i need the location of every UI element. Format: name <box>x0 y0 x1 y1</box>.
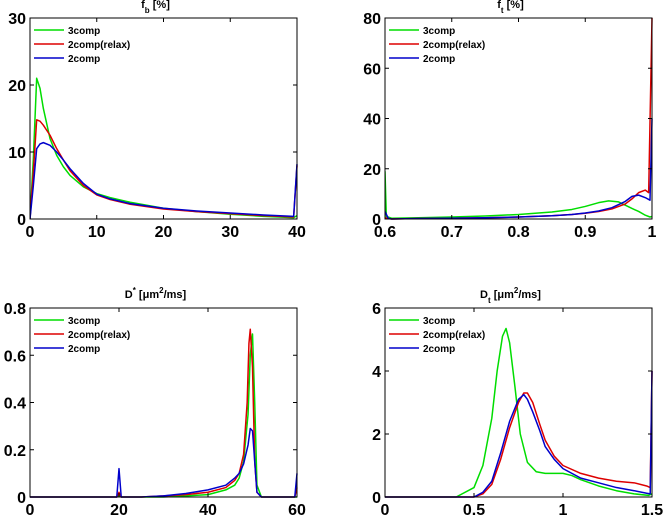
chart-panel-2: 0.6 0.7 0.8 0.9 1 0 20 40 60 80 ft [%] 3comp 2comp(r… <box>363 0 656 241</box>
chart-title: Dt [μm2/ms] <box>480 286 541 305</box>
x-tick-label: 0.5 <box>463 502 485 517</box>
y-tick-label: 40 <box>363 112 381 129</box>
series-line-3comp <box>385 327 653 498</box>
y-tick-label: 10 <box>8 145 26 162</box>
y-tick-label: 2 <box>372 427 381 444</box>
legend-label: 3comp <box>68 316 100 327</box>
y-tick-label: 20 <box>8 78 26 95</box>
series-line-2comp <box>30 141 298 220</box>
x-tick-label: 20 <box>110 502 128 517</box>
y-tick-label: 0.2 <box>4 443 26 460</box>
legend-label: 2comp <box>423 54 455 65</box>
legend-label: 3comp <box>423 26 455 37</box>
axes-frame <box>384 307 653 498</box>
x-tick-label: 0.9 <box>574 224 596 241</box>
chart-title: D* [μm2/ms] <box>125 286 187 301</box>
series-line-3comp <box>30 333 297 498</box>
y-tick-label: 80 <box>363 11 381 28</box>
chart-title: ft [%] <box>497 0 524 15</box>
x-tick-label: 20 <box>155 224 173 241</box>
x-tick-label: 0.8 <box>507 224 529 241</box>
y-tick-label: 6 <box>372 301 381 318</box>
legend-label: 2comp <box>68 344 100 355</box>
x-tick-label: 40 <box>288 224 306 241</box>
series-line-2comp-relax- <box>385 370 653 498</box>
legend-label: 2comp(relax) <box>423 40 485 51</box>
legend-label: 3comp <box>68 26 100 37</box>
legend-label: 2comp <box>423 344 455 355</box>
series-line-3comp <box>30 77 298 220</box>
x-tick-label: 0.6 <box>374 224 396 241</box>
series-line-2comp <box>385 118 653 220</box>
x-tick-label: 0.7 <box>441 224 463 241</box>
y-tick-label: 20 <box>363 162 381 179</box>
legend-label: 2comp(relax) <box>68 330 130 341</box>
x-tick-label: 0 <box>26 224 35 241</box>
chart-panel-3: 0 20 40 60 0 0.2 0.4 0.6 0.8 D* [μm2/ms] 3comp 2com… <box>4 286 306 517</box>
y-tick-label: 0.6 <box>4 348 26 365</box>
y-tick-label: 0 <box>17 212 26 229</box>
y-tick-label: 0 <box>17 490 26 507</box>
y-tick-label: 4 <box>372 364 381 381</box>
y-tick-label: 60 <box>363 61 381 78</box>
y-tick-label: 30 <box>8 11 26 28</box>
y-tick-label: 0.4 <box>4 396 26 413</box>
legend-label: 2comp <box>68 54 100 65</box>
chart-title: fb [%] <box>141 0 170 15</box>
x-tick-label: 0 <box>26 502 35 517</box>
x-tick-label: 40 <box>199 502 217 517</box>
series-line-3comp <box>385 171 653 219</box>
series-line-2comp <box>385 370 653 498</box>
x-tick-label: 1 <box>648 224 657 241</box>
x-tick-label: 10 <box>88 224 106 241</box>
x-tick-label: 30 <box>221 224 239 241</box>
x-tick-label: 1.5 <box>641 502 663 517</box>
x-tick-label: 0 <box>381 502 390 517</box>
y-tick-label: 0 <box>372 490 381 507</box>
y-tick-label: 0.8 <box>4 301 26 318</box>
chart-panel-4: 0 0.5 1 1.5 0 2 4 6 Dt [μm2/ms] 3comp 2comp(relax)… <box>372 286 663 517</box>
chart-panel-1: 0 10 20 30 40 0 10 20 30 fb [%] 3comp 2comp(relax) 2… <box>8 0 306 241</box>
x-tick-label: 1 <box>559 502 568 517</box>
x-tick-label: 60 <box>288 502 306 517</box>
y-tick-label: 0 <box>372 212 381 229</box>
legend-label: 2comp(relax) <box>423 330 485 341</box>
legend-label: 3comp <box>423 316 455 327</box>
legend-label: 2comp(relax) <box>68 40 130 51</box>
